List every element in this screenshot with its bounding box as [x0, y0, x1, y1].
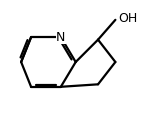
Text: N: N: [56, 31, 65, 44]
Text: OH: OH: [118, 12, 137, 25]
